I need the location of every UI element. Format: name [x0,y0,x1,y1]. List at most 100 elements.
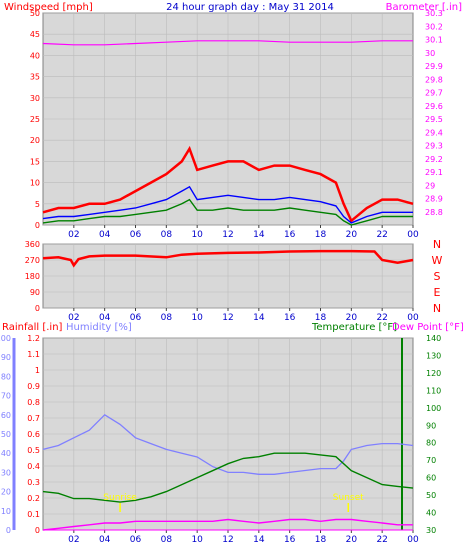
x-tick-label: 16 [284,535,296,545]
barometer-y-tick-label: 28.8 [425,208,443,217]
barometer-y-tick-label: 28.9 [425,195,443,204]
temperature-axis-label: Temperature [°F] [311,322,397,333]
x-tick-label: 22 [376,230,387,240]
x-tick-label: 18 [315,535,327,545]
barometer-y-tick-label: 29.7 [425,89,443,98]
compass-label: E [434,286,441,299]
humidity-y-tick-label: 40 [1,449,11,458]
rain-y-tick-label: 1 [35,366,40,375]
compass-label: N [433,302,441,315]
direction-y-tick-label: 0 [35,304,40,313]
rain-y-tick-label: 0.9 [27,382,40,391]
rain-y-tick-label: 0.4 [27,462,40,471]
x-tick-label: 06 [130,313,142,323]
x-tick-label: 08 [161,535,173,545]
wind-y-tick-label: 35 [30,73,40,82]
barometer-y-tick-label: 29.8 [425,75,443,84]
humidity-axis-label: Humidity [%] [66,322,132,333]
humidity-y-tick-label: 90 [1,353,11,362]
x-tick-label: 16 [284,230,296,240]
temperature-y-tick-label: 70 [426,456,436,465]
barometer-y-tick-label: 29.5 [425,115,443,124]
x-tick-label: 02 [68,535,79,545]
wind-average-line [42,185,413,224]
compass-label: W [432,254,443,267]
temperature-y-tick-label: 30 [426,526,436,535]
barometer-y-tick-label: 29 [425,181,435,190]
temperature-y-tick-label: 140 [426,334,441,343]
sunset-label: Sunset [333,493,364,503]
x-tick-label: 12 [222,230,233,240]
barometer-y-tick-label: 30.1 [425,36,443,45]
wind-y-tick-label: 30 [30,94,40,103]
rain-y-tick-label: 0 [35,526,40,535]
x-tick-label: 20 [346,230,358,240]
x-tick-label: 12 [222,535,233,545]
direction-y-tick-label: 180 [25,272,40,281]
rain-y-tick-label: 1.1 [27,350,40,359]
barometer-y-tick-label: 29.6 [425,102,443,111]
x-tick-label: 20 [346,313,358,323]
x-tick-label: 04 [99,230,111,240]
x-tick-label: 18 [315,230,327,240]
rain-y-tick-label: 0.3 [27,478,40,487]
humidity-y-tick-label: 10 [1,507,11,516]
wind-axis-label: Windspeed [mph] [4,2,93,13]
chart-title: 24 hour graph day : May 31 2014 [166,2,334,13]
dewpoint-line [42,518,413,531]
direction-y-tick-label: 90 [30,288,40,297]
temperature-y-tick-label: 40 [426,509,436,518]
wind-y-tick-label: 20 [30,136,40,145]
rain-y-tick-label: 0.5 [27,446,40,455]
humidity-y-tick-label: 20 [1,488,11,497]
wind-direction-line [42,249,414,268]
humidity-y-tick-label: 0 [6,526,11,535]
compass-label: S [434,270,441,283]
temperature-y-tick-label: 100 [426,404,441,413]
x-tick-label: 06 [130,535,142,545]
x-tick-label: 20 [346,535,358,545]
compass-label: N [433,238,441,251]
wind-y-tick-label: 5 [35,200,40,209]
x-tick-label: 00 [407,535,419,545]
x-tick-label: 00 [407,313,419,323]
barometer-y-tick-label: 29.1 [425,168,443,177]
rain-y-tick-label: 0.2 [27,494,40,503]
rain-y-tick-label: 1.2 [27,334,40,343]
rain-y-tick-label: 0.7 [27,414,40,423]
temperature-y-tick-label: 120 [426,369,441,378]
temperature-line [42,452,414,503]
tick-labels: 0510152025303540455028.828.92929.129.229… [0,9,443,545]
dewpoint-axis-label: Dew Point [°F] [392,322,464,333]
wind-gust-line [42,145,414,223]
temperature-y-tick-label: 130 [426,351,441,360]
barometer-y-tick-label: 29.3 [425,142,443,151]
barometer-y-tick-label: 29.2 [425,155,443,164]
barometer-axis-label: Barometer [.in] [386,2,462,13]
x-tick-label: 14 [253,535,265,545]
humidity-y-tick-label: 100 [0,334,11,343]
humidity-y-tick-label: 60 [1,411,11,420]
wind-y-tick-label: 25 [30,115,40,124]
rain-y-tick-label: 0.6 [27,430,40,439]
x-tick-label: 10 [191,230,203,240]
x-tick-label: 02 [68,313,79,323]
wind-y-tick-label: 45 [30,30,40,39]
x-tick-label: 22 [376,535,387,545]
barometer-y-tick-label: 30.2 [425,22,443,31]
wind-y-tick-label: 15 [30,157,40,166]
x-tick-label: 00 [407,230,419,240]
x-tick-label: 16 [284,313,296,323]
sun-markers: Sunrise Sunset [103,493,364,512]
temperature-y-tick-label: 110 [426,386,441,395]
x-tick-label: 10 [191,313,203,323]
x-tick-label: 12 [222,313,233,323]
temperature-y-tick-label: 80 [426,439,436,448]
temperature-y-tick-label: 90 [426,421,436,430]
x-tick-label: 14 [253,230,265,240]
x-tick-label: 10 [191,535,203,545]
x-tick-label: 14 [253,313,265,323]
rain-axis-label: Rainfall [.in] [2,322,63,333]
humidity-line [42,413,414,475]
x-tick-label: 08 [161,230,173,240]
